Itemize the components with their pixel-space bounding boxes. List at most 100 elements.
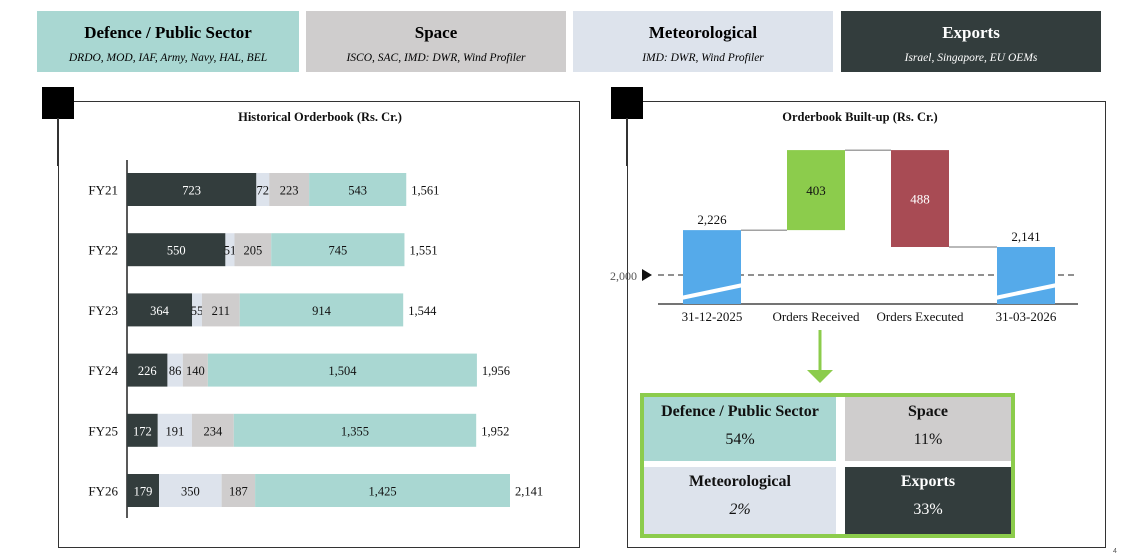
bar-segment-exports [127,413,158,447]
buildup-panel [627,101,1106,548]
segment-value-label: 86 [169,364,182,378]
waterfall-category-label: Orders Executed [877,309,964,324]
segment-value-label: 350 [181,485,200,499]
segment-sub-met: IMD: DWR, Wind Profiler [642,52,764,64]
mix-label-exports: Exports [900,473,956,490]
axis-break-mark [994,283,1058,300]
segment-value-label: 211 [212,304,230,318]
segment-value-label: 55 [191,304,204,318]
bar-segment-met [159,474,222,507]
segment-value-label: 226 [138,364,157,378]
segment-value-label: 72 [257,184,270,198]
total-label: 1,956 [482,364,510,378]
baseline-label: 2,000 [610,269,637,283]
bar-segment-defence [255,474,510,507]
segment-value-label: 914 [312,304,332,318]
waterfall-category-label: 31-03-2026 [996,309,1057,324]
segment-sub-space: ISCO, SAC, IMD: DWR, Wind Profiler [346,52,526,64]
mix-value-defence: 54% [725,431,755,448]
baseline-arrow-icon [642,269,652,281]
mix-cell-exports: Exports 33% [845,467,1011,534]
mix-cell-met: Meteorological 2% [644,467,836,534]
category-label: FY24 [88,363,118,378]
bar-segment-exports [127,353,168,387]
category-label: FY26 [88,484,118,499]
segment-title-space: Space [414,23,458,42]
bar-segment-met [256,173,270,206]
mix-value-met: 2% [729,501,751,518]
mix-label-defence: Defence / Public Sector [661,403,819,420]
bar-segment-exports [127,233,226,267]
segment-title-met: Meteorological [648,23,758,42]
segment-sub-exports: Israel, Singapore, EU OEMs [904,52,1038,64]
waterfall-value-label: 403 [806,183,826,198]
total-label: 1,561 [411,184,439,198]
historical-title: Historical Orderbook (Rs. Cr.) [238,110,402,124]
segment-value-label: 172 [133,424,152,438]
historical-panel [58,101,580,548]
segment-value-label: 1,355 [341,424,369,438]
total-label: 1,952 [481,424,509,438]
bar-segment-space [182,353,208,387]
waterfall-category-label: 31-12-2025 [682,309,743,324]
bar-segment-exports [127,293,193,327]
historical-corner-marker [42,87,74,119]
segment-value-label: 140 [186,364,205,378]
bar-segment-met [192,293,202,327]
bar-segment-met [157,413,192,447]
waterfall-value-label: 2,141 [1011,229,1040,244]
segment-value-label: 191 [165,424,184,438]
bar-segment-defence [239,293,404,327]
bar-segment-space [269,173,310,206]
waterfall-bar [787,150,845,231]
waterfall-value-label: 488 [910,192,930,207]
bar-segment-defence [309,173,407,206]
waterfall-category-label: Orders Received [773,309,860,324]
total-label: 1,551 [409,244,437,258]
bar-segment-space [201,293,240,327]
bar-segment-met [225,233,235,267]
mix-label-met: Meteorological [689,473,791,490]
bar-segment-exports [127,173,257,206]
segment-value-label: 364 [150,304,170,318]
segment-value-label: 51 [224,244,237,258]
waterfall-value-label: 2,226 [697,212,727,227]
page-marker: 4 [1113,548,1117,555]
segment-title-exports: Exports [942,23,1000,42]
segment-value-label: 745 [328,244,347,258]
buildup-corner-marker [611,87,643,119]
segment-card-exports: Exports Israel, Singapore, EU OEMs [841,11,1101,72]
axis-break-mark [680,283,744,300]
segment-sub-defence: DRDO, MOD, IAF, Army, Navy, HAL, BEL [68,52,268,64]
category-label: FY22 [88,243,118,258]
bar-segment-met [167,353,183,387]
buildup-corner-line [626,118,628,166]
segment-value-label: 1,425 [368,485,396,499]
segment-value-label: 205 [243,244,262,258]
segment-value-label: 223 [280,184,299,198]
bar-segment-defence [271,233,405,267]
mix-cell-space: Space 11% [845,397,1011,461]
segment-value-label: 723 [182,184,201,198]
category-label: FY21 [88,183,118,198]
segment-value-label: 543 [348,184,367,198]
total-label: 2,141 [515,485,543,499]
segment-card-space: Space ISCO, SAC, IMD: DWR, Wind Profiler [306,11,566,72]
bar-segment-exports [127,474,160,507]
segment-value-label: 187 [229,485,248,499]
segment-card-met: Meteorological IMD: DWR, Wind Profiler [573,11,833,72]
total-label: 1,544 [408,304,437,318]
segment-value-label: 234 [203,424,223,438]
category-label: FY23 [88,303,118,318]
bar-segment-defence [233,413,477,447]
mix-label-space: Space [908,403,948,420]
bar-segment-space [234,233,272,267]
historical-corner-line [57,118,59,166]
segment-value-label: 550 [167,244,186,258]
bar-segment-defence [207,353,477,387]
buildup-title: Orderbook Built-up (Rs. Cr.) [782,110,938,124]
bar-segment-space [191,413,234,447]
mix-cell-defence: Defence / Public Sector 54% [644,397,836,461]
